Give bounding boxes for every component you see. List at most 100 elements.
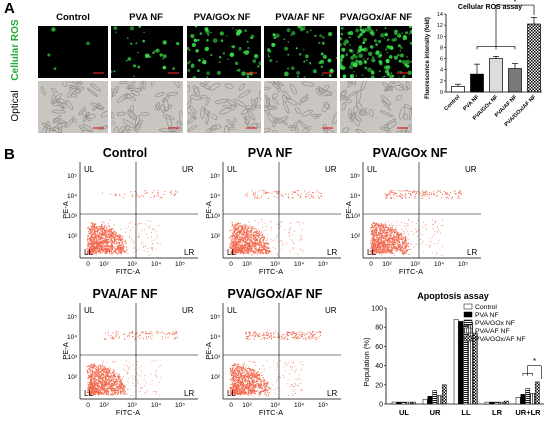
apoptosis-xtick: LR: [492, 408, 503, 417]
apoptosis-xtick: UL: [399, 408, 409, 417]
flow-ytick: 10⁴: [210, 193, 220, 200]
quadrant-label-lr: LR: [327, 389, 337, 398]
quadrant-label-ul: UL: [227, 165, 238, 174]
apoptosis-xtick: UR+LR: [515, 408, 541, 417]
col-title-pva: PVA NF: [129, 12, 163, 23]
apoptosis-bar: [453, 319, 459, 405]
apoptosis-ytick: 0: [379, 402, 383, 409]
ros-ytick: 12: [437, 23, 443, 29]
ros-bar: [508, 68, 522, 93]
quadrant-label-ur: UR: [182, 165, 194, 174]
flow-ytick: 10⁵: [67, 314, 77, 321]
flow-xtick: 10⁵: [318, 261, 328, 268]
ros-bar: [527, 23, 541, 93]
col-title-pva-gox: PVA/GOx NF: [193, 12, 251, 23]
optical-image-5: [340, 81, 412, 133]
flow-ytick: 10²: [351, 233, 361, 240]
quadrant-label-ul: UL: [84, 165, 95, 174]
flow-dots: [369, 190, 462, 256]
ros-chart: Cellular ROS assay Fluorescence intensit…: [425, 0, 542, 128]
flow-plot-3: UL UR LL LR 10⁵ 10⁴ 10³ 10² 0 10² 10³ 10⁴ 10⁵ FITC-A P…: [345, 162, 481, 276]
flow-xtick: 10⁴: [294, 261, 304, 268]
flow-dots: [229, 331, 322, 397]
apoptosis-bar: [401, 401, 407, 405]
optical-image-1: [38, 81, 108, 133]
flow-xtick: 10⁵: [175, 261, 185, 268]
ros-ytick: 2: [440, 79, 443, 85]
quadrant-label-ur: UR: [465, 165, 477, 174]
quadrant-label-lr: LR: [184, 389, 194, 398]
flow-xtick: 0: [86, 261, 90, 268]
optical-image-2: [111, 81, 183, 133]
ros-chart-bars: [451, 16, 541, 93]
flow-xtick: 10⁴: [151, 402, 161, 409]
apoptosis-bar: [515, 397, 521, 405]
apoptosis-ytick: 40: [375, 363, 383, 370]
flow-title-pva-af: PVA/AF NF: [92, 287, 158, 301]
flow-ytick: 10⁵: [210, 173, 220, 180]
quadrant-label-ur: UR: [325, 306, 337, 315]
quadrant-label-lr: LR: [327, 248, 337, 257]
flow-ytick: 10²: [211, 233, 221, 240]
flow-xtick: 10⁵: [458, 261, 468, 268]
quadrant-label-ll: LL: [227, 389, 236, 398]
flow-ytick: 10²: [68, 233, 78, 240]
quadrant-label-lr: LR: [467, 248, 477, 257]
col-title-pva-gox-af: PVA/GOx/AF NF: [339, 12, 413, 23]
ros-image-3: [187, 26, 261, 78]
optical-image-4: [264, 81, 337, 133]
quadrant-label-ll: LL: [227, 248, 236, 257]
flow-xtick: 0: [86, 402, 90, 409]
apoptosis-bar: [494, 401, 500, 405]
apoptosis-significance-star: *: [533, 357, 536, 366]
apoptosis-bar: [468, 322, 473, 405]
flow-ytick: 10⁴: [210, 334, 220, 341]
apoptosis-bar: [406, 401, 411, 405]
flow-xtick: 10³: [410, 261, 420, 268]
apoptosis-bar: [463, 325, 469, 405]
ros-bar: [489, 58, 503, 93]
row-label-optical: Optical: [10, 90, 21, 122]
apoptosis-bar: [427, 396, 433, 405]
apoptosis-bar: [432, 390, 438, 405]
flow-dots: [86, 190, 178, 256]
flow-xlabel: FITC-A: [259, 267, 283, 276]
flow-xtick: 10⁵: [175, 402, 185, 409]
flow-ytick: 10²: [68, 374, 78, 381]
flow-ylabel: PE-A: [345, 201, 353, 219]
legend-label: PVA/AF NF: [475, 328, 510, 335]
panel-a-label: A: [4, 0, 15, 17]
apoptosis-bar: [499, 401, 504, 405]
apoptosis-ytick: 20: [375, 382, 383, 389]
ros-ytick: 14: [437, 12, 443, 18]
col-title-control: Control: [56, 12, 90, 23]
flow-xtick: 10⁴: [151, 261, 161, 268]
flow-xtick: 10²: [99, 261, 109, 268]
ros-ytick: 4: [440, 68, 443, 74]
flow-ytick: 10⁵: [210, 314, 220, 321]
apoptosis-bar: [410, 401, 416, 405]
flow-ytick: 10⁵: [350, 173, 360, 180]
legend-swatch: [463, 319, 473, 326]
flow-xtick: 10²: [242, 261, 252, 268]
flow-ytick: 10³: [68, 213, 78, 220]
ros-chart-title: Cellular ROS assay: [458, 4, 522, 11]
flow-xtick: 0: [229, 402, 233, 409]
legend-label: PVA/GOx/AF NF: [475, 336, 525, 343]
legend-swatch: [463, 311, 473, 318]
flow-title-pva-gox: PVA/GOx NF: [372, 146, 448, 160]
flow-ytick: 10⁵: [67, 173, 77, 180]
flow-ytick: 10³: [68, 354, 78, 361]
flow-ylabel: PE-A: [62, 342, 70, 360]
flow-xlabel: FITC-A: [116, 408, 140, 417]
flow-title-pva: PVA NF: [247, 146, 293, 160]
flow-xtick: 10⁵: [318, 402, 328, 409]
apoptosis-bar: [530, 393, 535, 405]
quadrant-label-ll: LL: [84, 389, 93, 398]
apoptosis-bar: [534, 381, 540, 405]
flow-xtick: 0: [229, 261, 233, 268]
apoptosis-chart-title: Apoptosis assay: [417, 291, 489, 301]
flow-xtick: 10⁴: [294, 402, 304, 409]
flow-ytick: 10⁴: [67, 334, 77, 341]
